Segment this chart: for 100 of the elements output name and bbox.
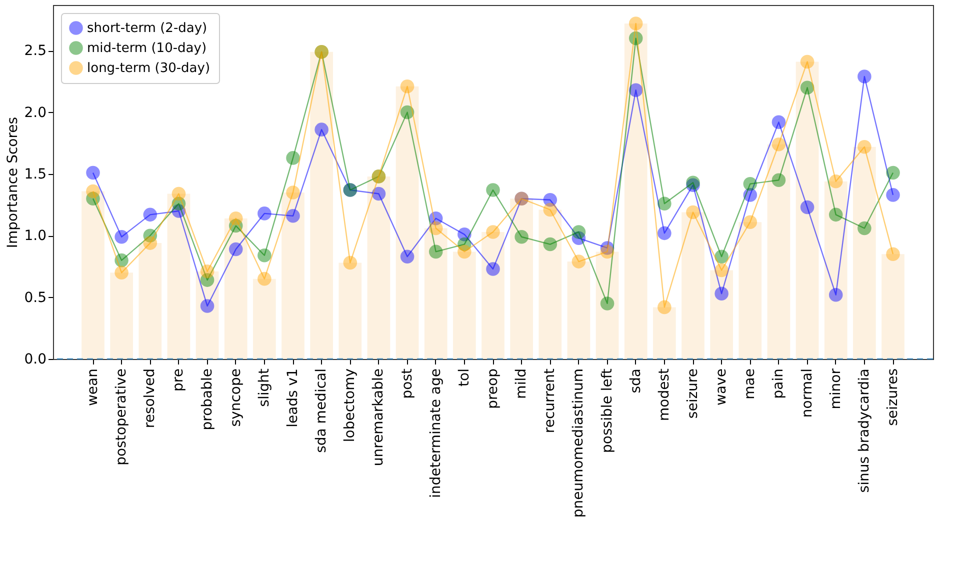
point (628, 16, 643, 30)
x-tick-label: sinus bradycardia (856, 368, 872, 493)
bar (567, 262, 590, 359)
point (343, 256, 358, 270)
point (543, 237, 558, 252)
point (828, 288, 843, 302)
point (258, 248, 272, 262)
x-tick-label: tol (456, 368, 472, 386)
bar (482, 232, 504, 359)
point (772, 115, 786, 130)
bar (853, 146, 876, 359)
bar (138, 243, 162, 359)
point (200, 264, 214, 278)
bar (453, 252, 476, 359)
bar (710, 270, 733, 359)
point (686, 205, 700, 220)
point (714, 263, 728, 278)
legend-label: short-term (2-day) (87, 21, 208, 36)
x-tick-label: mae (742, 368, 758, 400)
y-tick-label: 0.5 (24, 290, 46, 306)
point (172, 186, 186, 201)
bar (424, 228, 448, 359)
bar (224, 218, 248, 359)
point (686, 176, 700, 190)
bar (882, 254, 904, 359)
point (572, 225, 586, 239)
x-tick-label: wean (85, 368, 101, 406)
bar (596, 252, 619, 359)
point (400, 105, 414, 120)
y-axis-title: Importance Scores (5, 116, 22, 248)
bar (167, 194, 190, 359)
y-tick-label: 2.0 (24, 104, 46, 121)
point (200, 299, 214, 313)
point (86, 184, 100, 198)
point (828, 208, 843, 222)
x-tick-label: slight (256, 368, 272, 407)
bar (367, 176, 390, 359)
bar (196, 271, 219, 359)
bar (624, 24, 648, 359)
point (658, 300, 672, 314)
x-tick-label: recurrent (542, 368, 558, 434)
point (800, 200, 814, 214)
point (286, 151, 300, 165)
point (858, 70, 872, 84)
x-tick-label: probable (199, 368, 216, 430)
bar (796, 62, 819, 359)
bar (682, 212, 704, 359)
x-tick-label: seizure (685, 368, 701, 419)
point (714, 286, 728, 301)
x-tick-label: sda medical (314, 368, 330, 453)
legend-label: mid-term (10-day) (87, 41, 207, 56)
point (858, 221, 872, 236)
bar (767, 144, 790, 359)
bar (396, 86, 419, 359)
y-tick-label: 0.0 (24, 352, 46, 368)
point (886, 166, 900, 180)
point (314, 122, 328, 136)
point (572, 254, 586, 268)
point (514, 230, 528, 244)
point (114, 230, 128, 244)
point (428, 244, 443, 259)
bar (824, 181, 848, 359)
x-tick-label: pain (770, 368, 787, 399)
point (486, 225, 500, 239)
point (372, 186, 386, 201)
x-tick-label: preop (485, 368, 501, 409)
x-tick-label: possible left (599, 368, 616, 453)
x-tick-label: resolved (142, 368, 158, 428)
point (743, 215, 758, 229)
point (800, 54, 814, 69)
point (486, 262, 500, 276)
point (400, 80, 414, 94)
x-tick-label: seizures (885, 368, 901, 426)
x-tick-label: unremarkable (370, 368, 387, 466)
point (800, 80, 814, 95)
x-tick-label: leads v1 (285, 368, 301, 428)
point (600, 296, 614, 310)
x-tick-label: mild (514, 368, 530, 399)
point (400, 250, 414, 264)
point (143, 208, 158, 222)
bar (510, 198, 533, 359)
bar (253, 278, 276, 359)
x-tick-label: modest (656, 368, 672, 421)
bar (110, 272, 133, 359)
bar (310, 52, 333, 359)
bar (282, 192, 304, 359)
legend-label: long-term (30-day) (87, 61, 210, 76)
point (886, 247, 900, 262)
point (828, 174, 843, 188)
y-tick-label: 1.5 (24, 166, 46, 182)
bar (738, 222, 762, 359)
point (258, 206, 272, 220)
point (86, 166, 100, 180)
point (143, 236, 158, 250)
point (743, 176, 758, 191)
x-tick-label: normal (799, 368, 816, 418)
x-tick-label: pneumomediastinum (570, 368, 587, 518)
x-tick-label: pre (170, 368, 187, 392)
point (428, 221, 443, 236)
point (486, 183, 500, 197)
